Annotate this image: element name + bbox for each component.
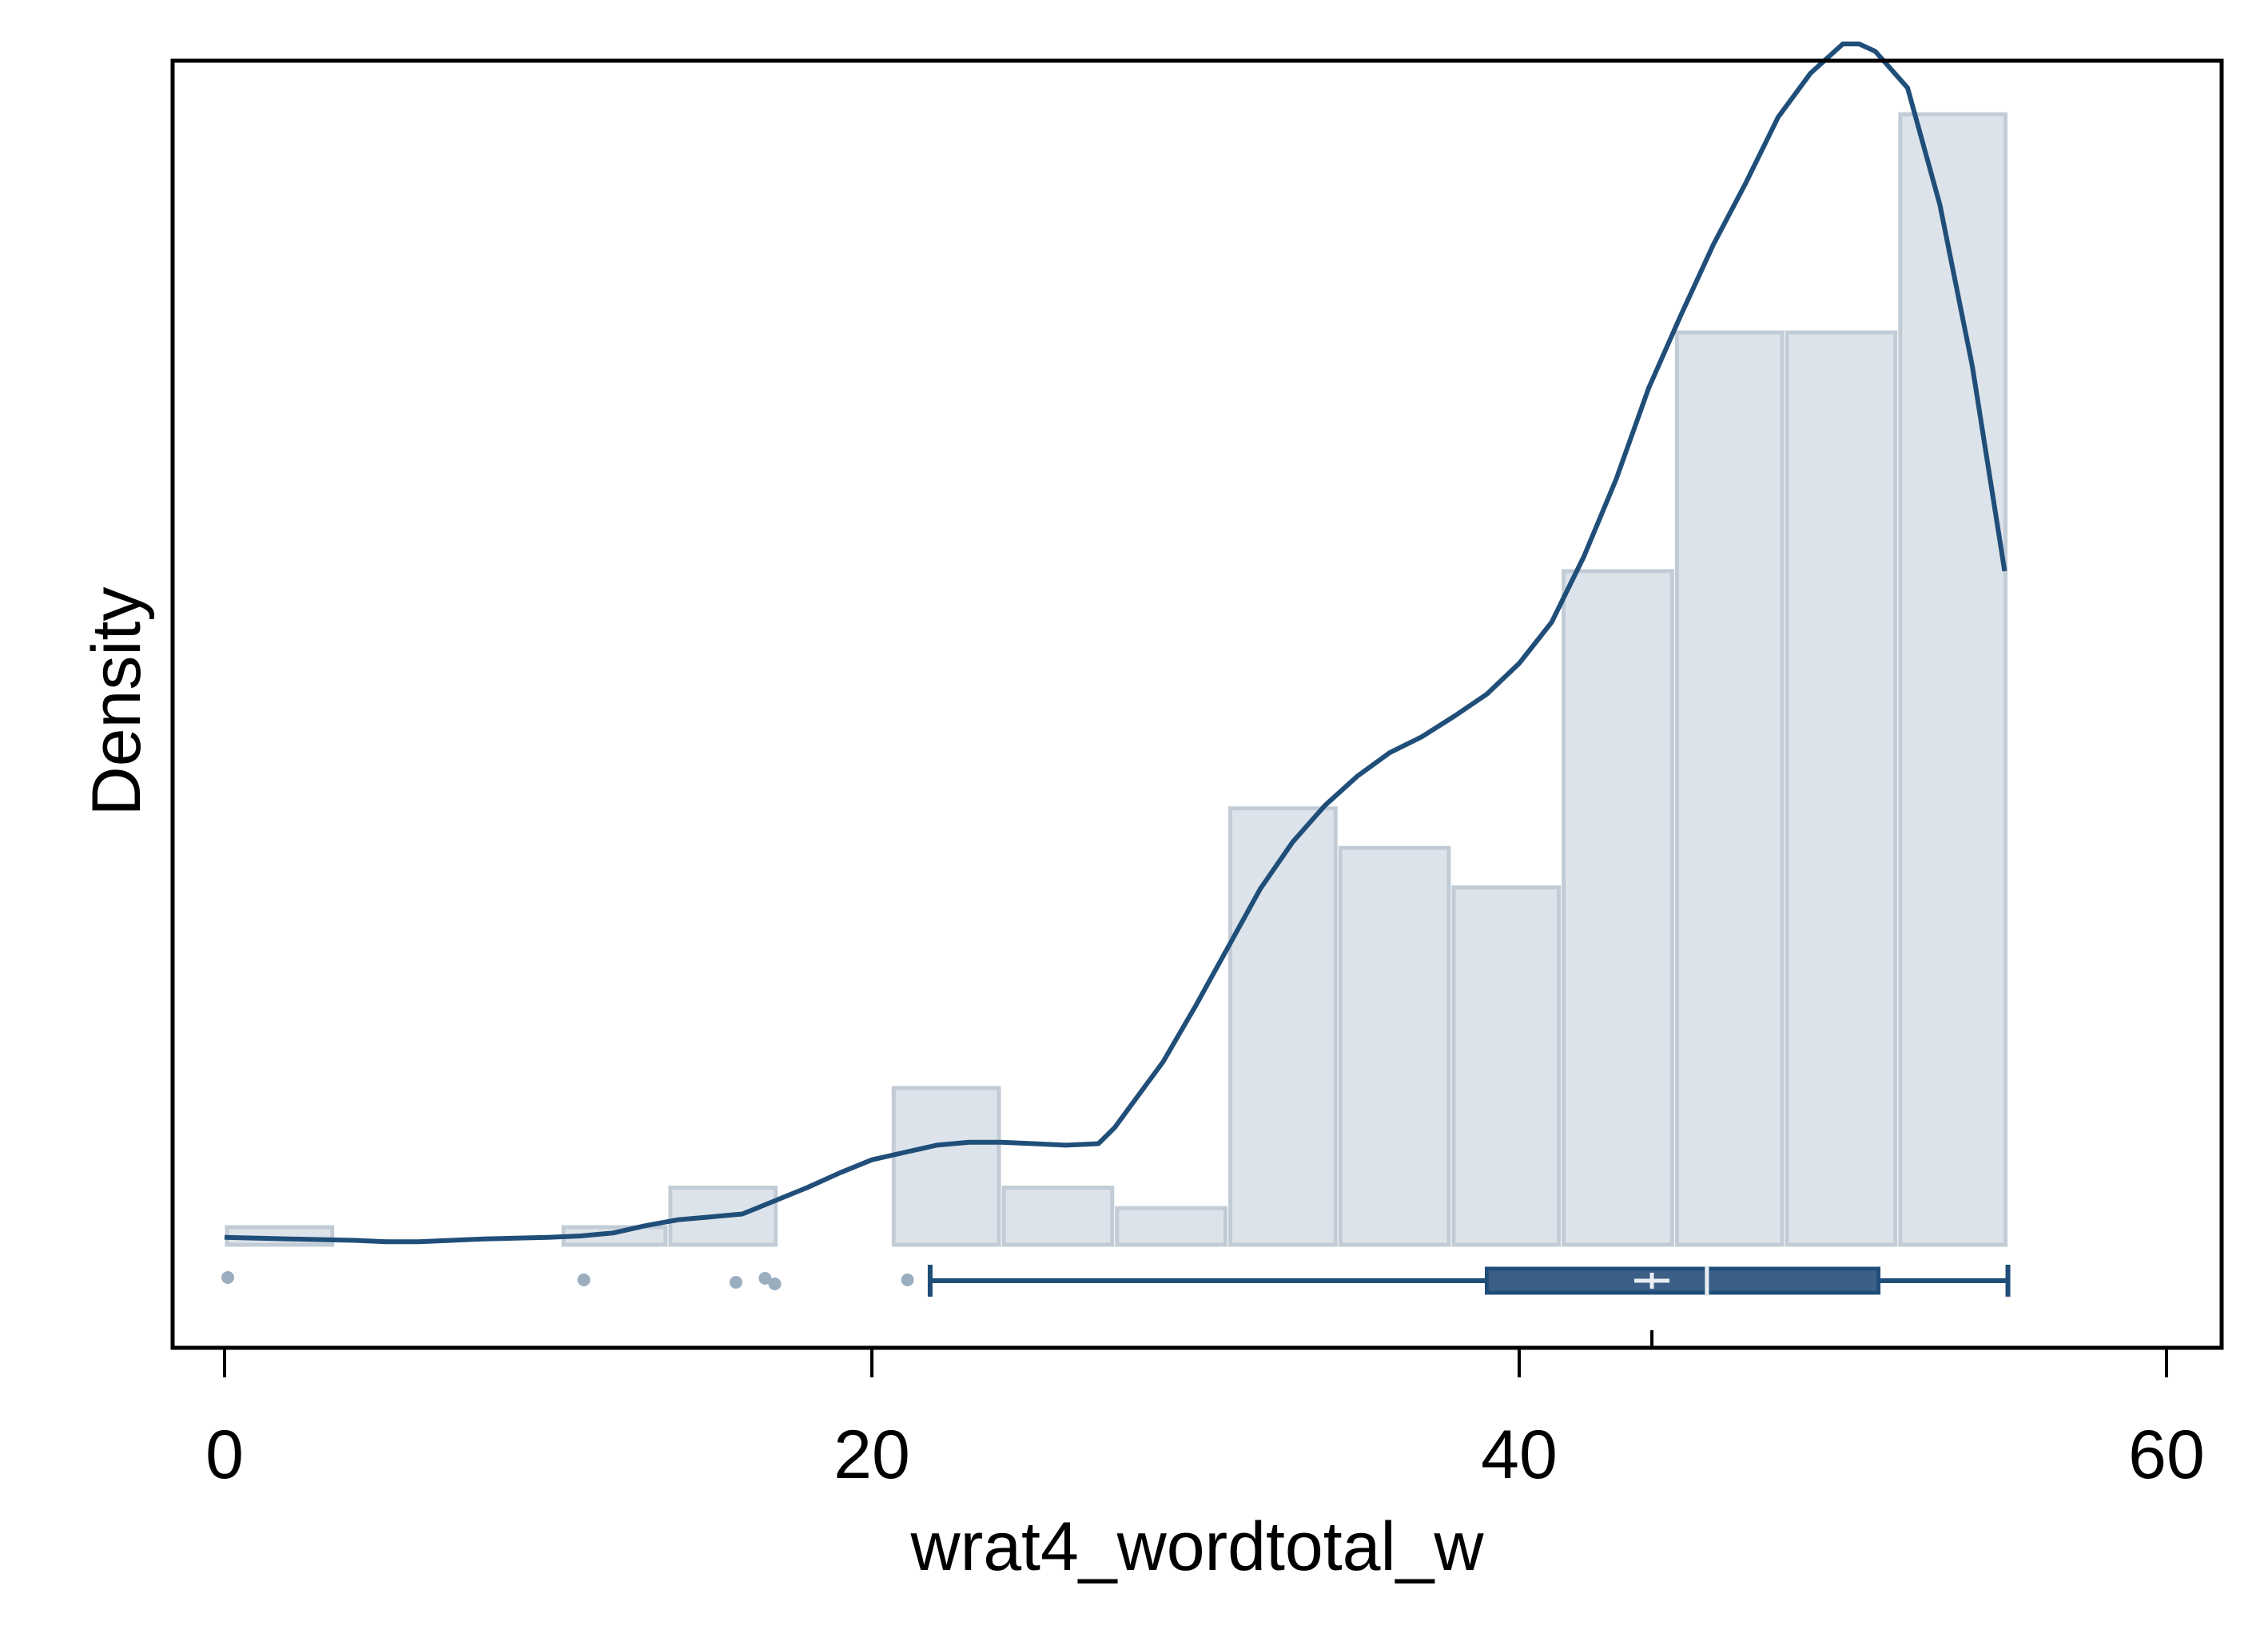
box-plot bbox=[927, 1265, 2011, 1297]
histogram-bar bbox=[1338, 845, 1451, 1247]
histogram-bar bbox=[1228, 806, 1338, 1247]
outlier-point bbox=[901, 1274, 914, 1286]
outlier-point bbox=[729, 1276, 742, 1289]
histogram-bar bbox=[1115, 1206, 1228, 1247]
x-axis: 0 20 40 60 bbox=[205, 1330, 2205, 1493]
outlier-point bbox=[758, 1272, 772, 1285]
histogram-bar bbox=[891, 1086, 1001, 1247]
histogram-bar bbox=[1451, 885, 1562, 1247]
histogram-bar bbox=[1001, 1186, 1115, 1247]
histogram-bar bbox=[1562, 569, 1674, 1247]
interquartile-box bbox=[1485, 1266, 1881, 1295]
x-axis-title: wrat4_wordtotal_w bbox=[909, 1508, 1484, 1585]
plot-frame bbox=[170, 58, 2224, 1350]
outlier-point bbox=[221, 1271, 235, 1284]
y-axis-title: Density bbox=[78, 587, 155, 817]
histogram-bar bbox=[1898, 112, 2008, 1247]
outlier-point bbox=[768, 1277, 782, 1290]
x-tick-label: 0 bbox=[205, 1417, 244, 1493]
histogram-bar bbox=[1674, 330, 1785, 1247]
histogram-bar bbox=[668, 1186, 778, 1247]
outlier-points bbox=[221, 1271, 914, 1290]
outlier-point bbox=[577, 1274, 591, 1286]
histogram-bars bbox=[225, 112, 2008, 1247]
density-curve bbox=[224, 42, 2007, 1245]
histogram-bar bbox=[1785, 330, 1898, 1247]
x-tick-label: 60 bbox=[2128, 1417, 2205, 1493]
x-tick-label: 20 bbox=[834, 1417, 910, 1493]
x-tick-label: 40 bbox=[1481, 1417, 1558, 1493]
